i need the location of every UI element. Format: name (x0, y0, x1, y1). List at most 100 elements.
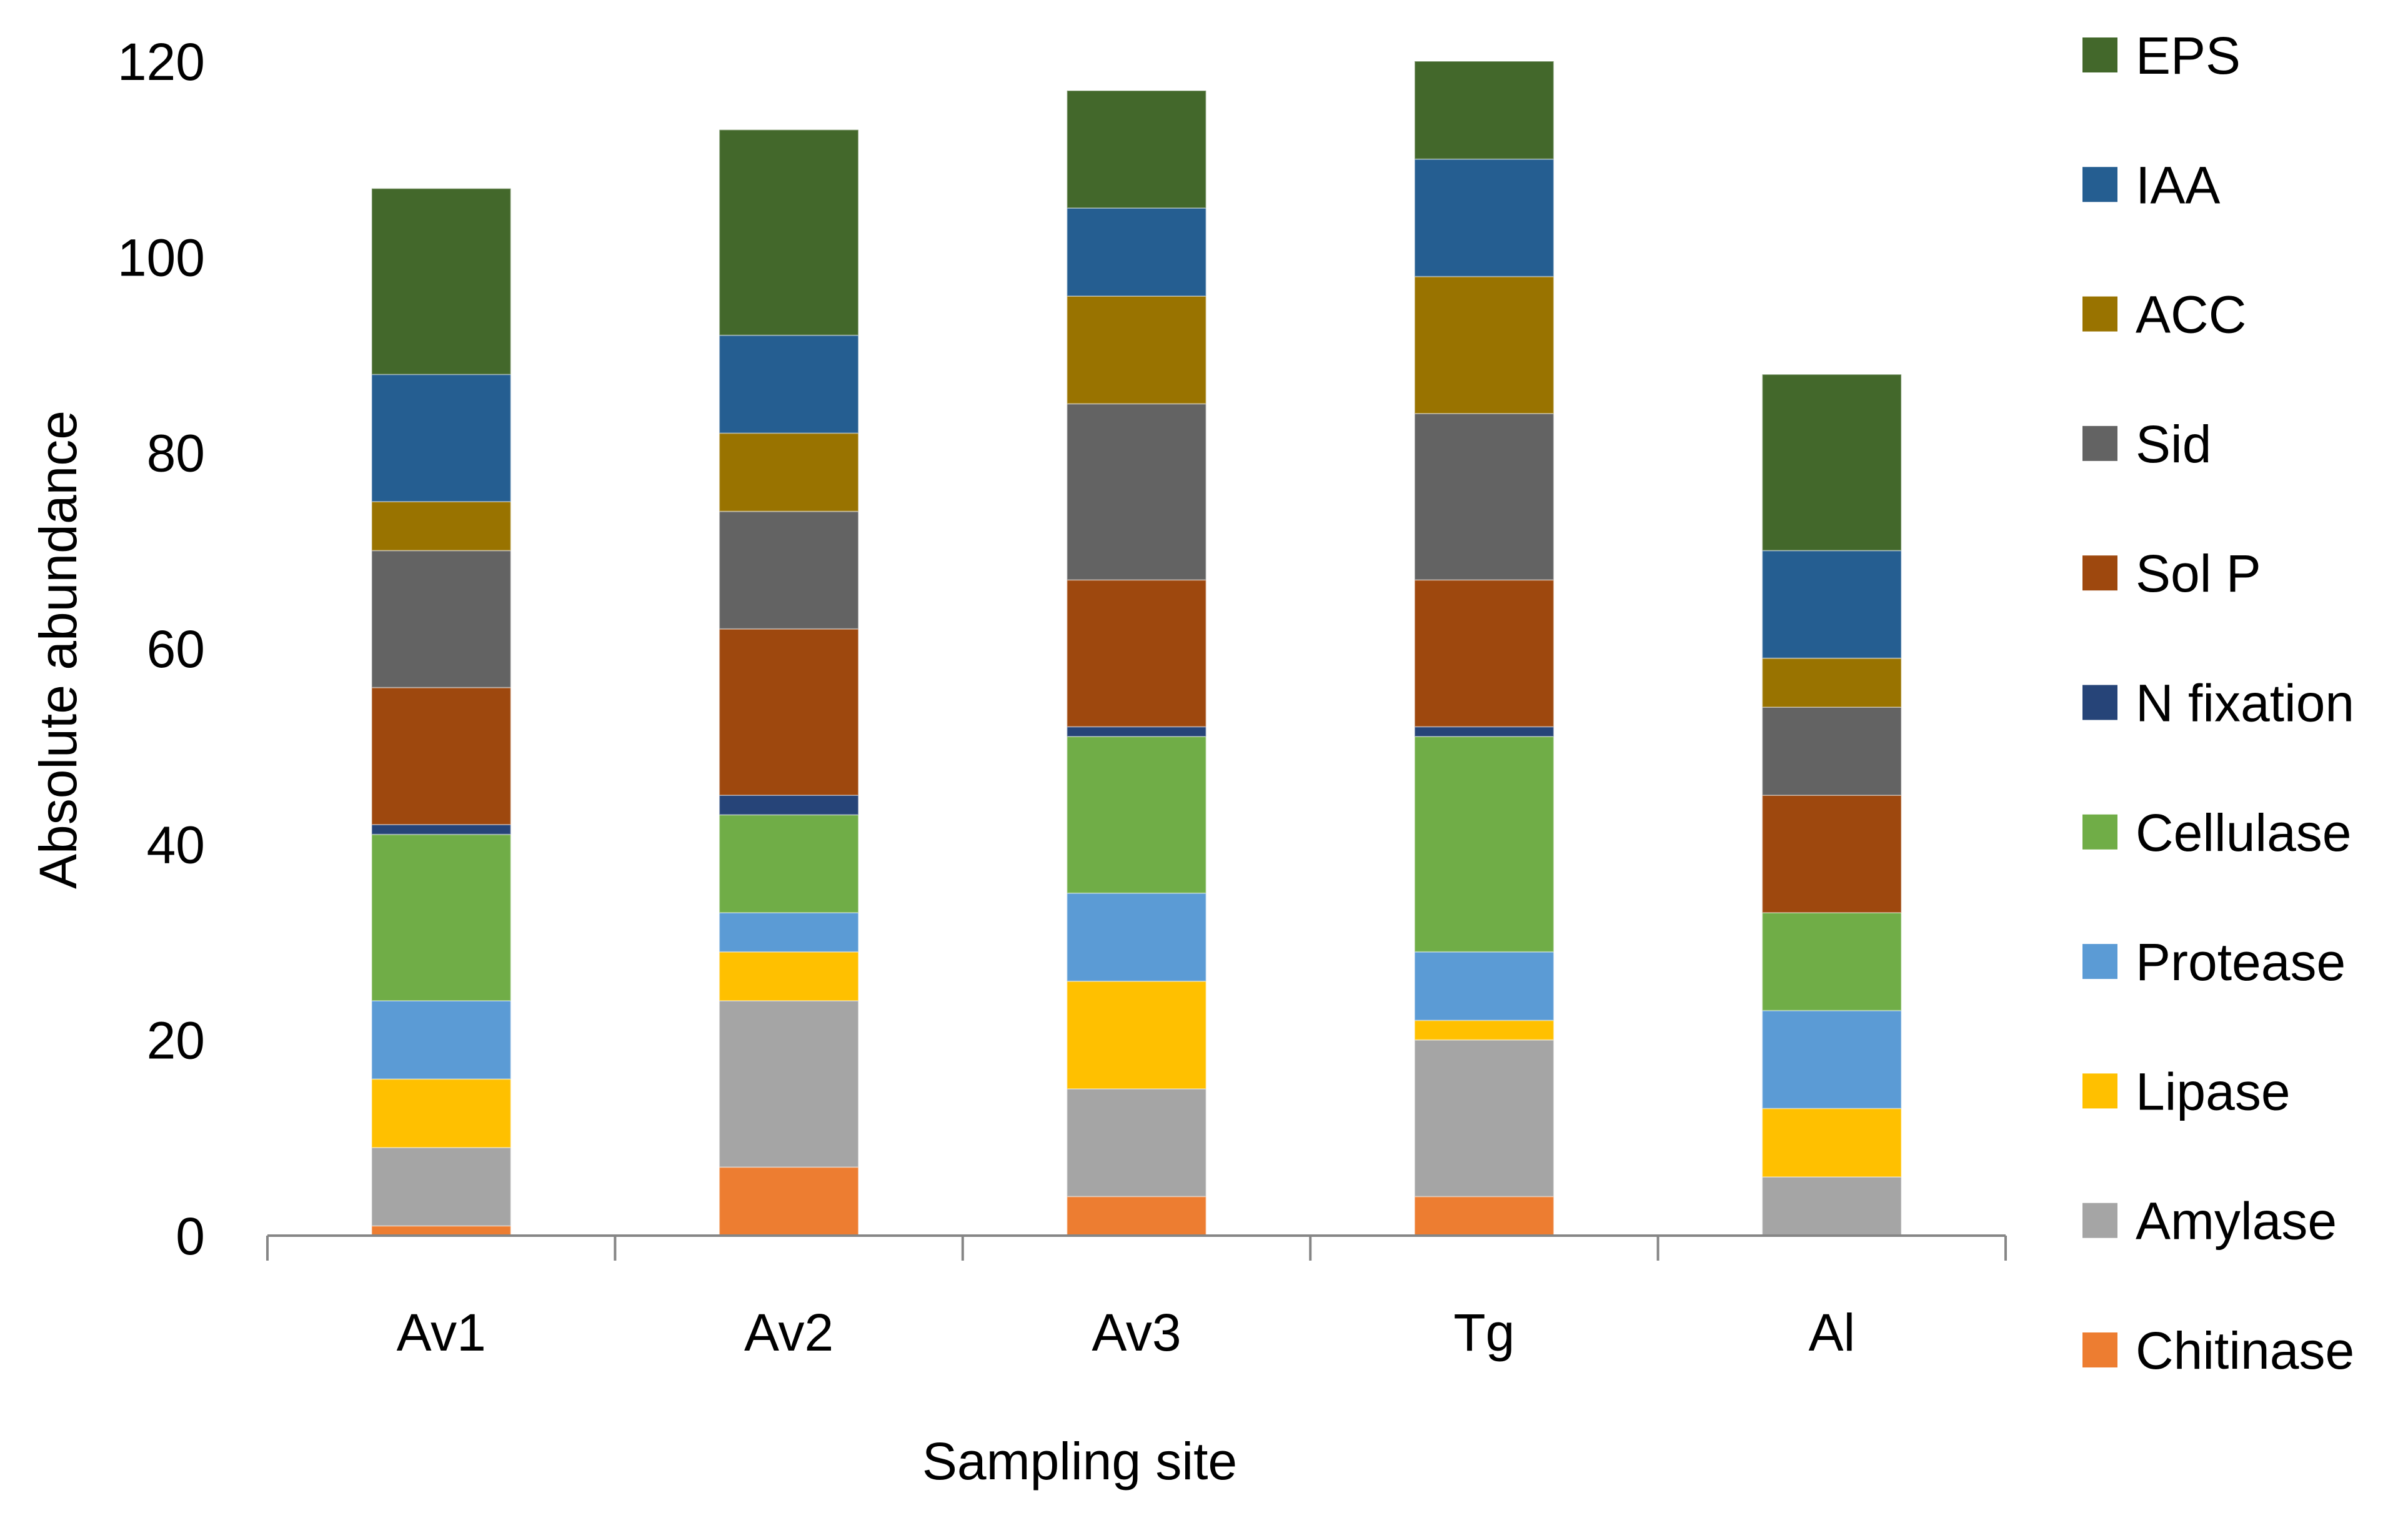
bar-tg-lipase (1414, 1019, 1555, 1041)
legend-label: EPS (2136, 26, 2241, 85)
x-tick-label: Av2 (744, 1303, 833, 1362)
bar-stack-av3 (1066, 90, 1207, 1237)
bar-stack-tg (1414, 61, 1555, 1237)
legend-swatch (2082, 814, 2117, 850)
bar-av2-amylase (719, 1000, 859, 1168)
bars-layer (371, 61, 1903, 1237)
legend-label: N fixation (2136, 674, 2354, 733)
axes-layer: Av1 Av2 Av3 Tg Al 0 20 40 60 80 100 120 (117, 32, 2007, 1362)
legend-swatch (2082, 555, 2117, 591)
bar-av3-acc (1066, 295, 1207, 405)
bar-stack-al (1761, 374, 1903, 1236)
x-tick-label: Av3 (1092, 1303, 1181, 1362)
bar-av1-iaa (371, 374, 512, 502)
bar-stack-av1 (371, 187, 512, 1237)
legend-item-cellulase: Cellulase (2082, 803, 2352, 862)
x-tick-label: Al (1808, 1303, 1855, 1362)
bar-al-eps (1761, 374, 1903, 552)
bar-al-sol-p (1761, 795, 1903, 913)
bar-av1-acc (371, 501, 512, 552)
legend-label: IAA (2136, 156, 2220, 214)
bar-al-protease (1761, 1009, 1903, 1109)
bar-av3-sid (1066, 403, 1207, 581)
legend-item-eps: EPS (2082, 26, 2241, 85)
bar-av1-n-fixation (371, 824, 512, 835)
bar-av1-cellulase (371, 833, 512, 1001)
bar-av2-lipase (719, 951, 859, 1001)
legend-item-amylase: Amylase (2082, 1192, 2337, 1251)
bar-tg-n-fixation (1414, 726, 1555, 738)
bar-al-acc (1761, 657, 1903, 708)
bar-stack-av2 (719, 129, 859, 1237)
bar-av3-cellulase (1066, 736, 1207, 894)
bar-al-amylase (1761, 1176, 1903, 1236)
legend-item-sol-p: Sol P (2082, 544, 2261, 603)
bar-tg-amylase (1414, 1039, 1555, 1198)
bar-av1-chitinase (371, 1225, 512, 1237)
legend-swatch (2082, 37, 2117, 72)
legend-item-sid: Sid (2082, 415, 2211, 474)
legend-item-acc: ACC (2082, 285, 2246, 344)
bar-av3-n-fixation (1066, 726, 1207, 738)
bar-al-sid (1761, 707, 1903, 796)
x-tick-label: Tg (1453, 1303, 1515, 1362)
legend-item-protease: Protease (2082, 933, 2346, 991)
bar-tg-acc (1414, 275, 1555, 415)
y-axis-title: Absolute abundance (29, 410, 87, 889)
bar-av3-eps (1066, 90, 1207, 209)
legend: EPS IAA ACC Sid Sol P N fixation Cellulase Prot… (2082, 26, 2354, 1380)
bar-av2-iaa (719, 334, 859, 434)
bar-av1-eps (371, 187, 512, 375)
bar-av3-chitinase (1066, 1196, 1207, 1237)
legend-item-chitinase: Chitinase (2082, 1321, 2354, 1380)
legend-swatch (2082, 1332, 2117, 1367)
bar-tg-protease (1414, 951, 1555, 1021)
bar-av2-chitinase (719, 1166, 859, 1237)
bar-av1-lipase (371, 1078, 512, 1149)
y-tick-label: 20 (147, 1011, 205, 1070)
bar-tg-iaa (1414, 158, 1555, 277)
legend-swatch (2082, 1203, 2117, 1238)
bar-av2-cellulase (719, 814, 859, 914)
legend-swatch (2082, 1073, 2117, 1109)
bar-av1-sid (371, 550, 512, 688)
legend-label: Cellulase (2136, 803, 2352, 862)
bar-al-cellulase (1761, 912, 1903, 1011)
bar-al-lipase (1761, 1108, 1903, 1178)
y-tick-label: 0 (176, 1207, 205, 1266)
legend-label: Amylase (2136, 1192, 2337, 1251)
bar-av2-n-fixation (719, 795, 859, 816)
bar-al-iaa (1761, 550, 1903, 659)
bar-av1-sol-p (371, 687, 512, 825)
bar-tg-chitinase (1414, 1196, 1555, 1237)
bar-tg-cellulase (1414, 736, 1555, 953)
legend-swatch (2082, 685, 2117, 720)
bar-av2-protease (719, 912, 859, 953)
legend-swatch (2082, 167, 2117, 202)
legend-label: Chitinase (2136, 1321, 2354, 1380)
x-tick-label: Av1 (397, 1303, 486, 1362)
bar-tg-sol-p (1414, 579, 1555, 728)
y-tick-label: 60 (147, 620, 205, 678)
bar-av3-lipase (1066, 980, 1207, 1089)
bar-av3-protease (1066, 892, 1207, 982)
bar-av3-iaa (1066, 207, 1207, 297)
legend-label: Sol P (2136, 544, 2261, 603)
legend-item-iaa: IAA (2082, 156, 2220, 214)
bar-av1-protease (371, 1000, 512, 1080)
y-tick-label: 100 (117, 228, 205, 287)
y-tick-label: 120 (117, 32, 205, 91)
bar-tg-sid (1414, 413, 1555, 581)
legend-item-n-fixation: N fixation (2082, 674, 2354, 733)
x-axis-title: Sampling site (922, 1432, 1237, 1491)
legend-label: Sid (2136, 415, 2211, 474)
bar-av1-amylase (371, 1147, 512, 1227)
legend-label: ACC (2136, 285, 2246, 344)
y-tick-label: 80 (147, 424, 205, 483)
legend-label: Protease (2136, 933, 2346, 991)
bar-av3-sol-p (1066, 579, 1207, 728)
legend-item-lipase: Lipase (2082, 1062, 2291, 1121)
bar-av2-sol-p (719, 628, 859, 796)
bar-tg-eps (1414, 61, 1555, 160)
